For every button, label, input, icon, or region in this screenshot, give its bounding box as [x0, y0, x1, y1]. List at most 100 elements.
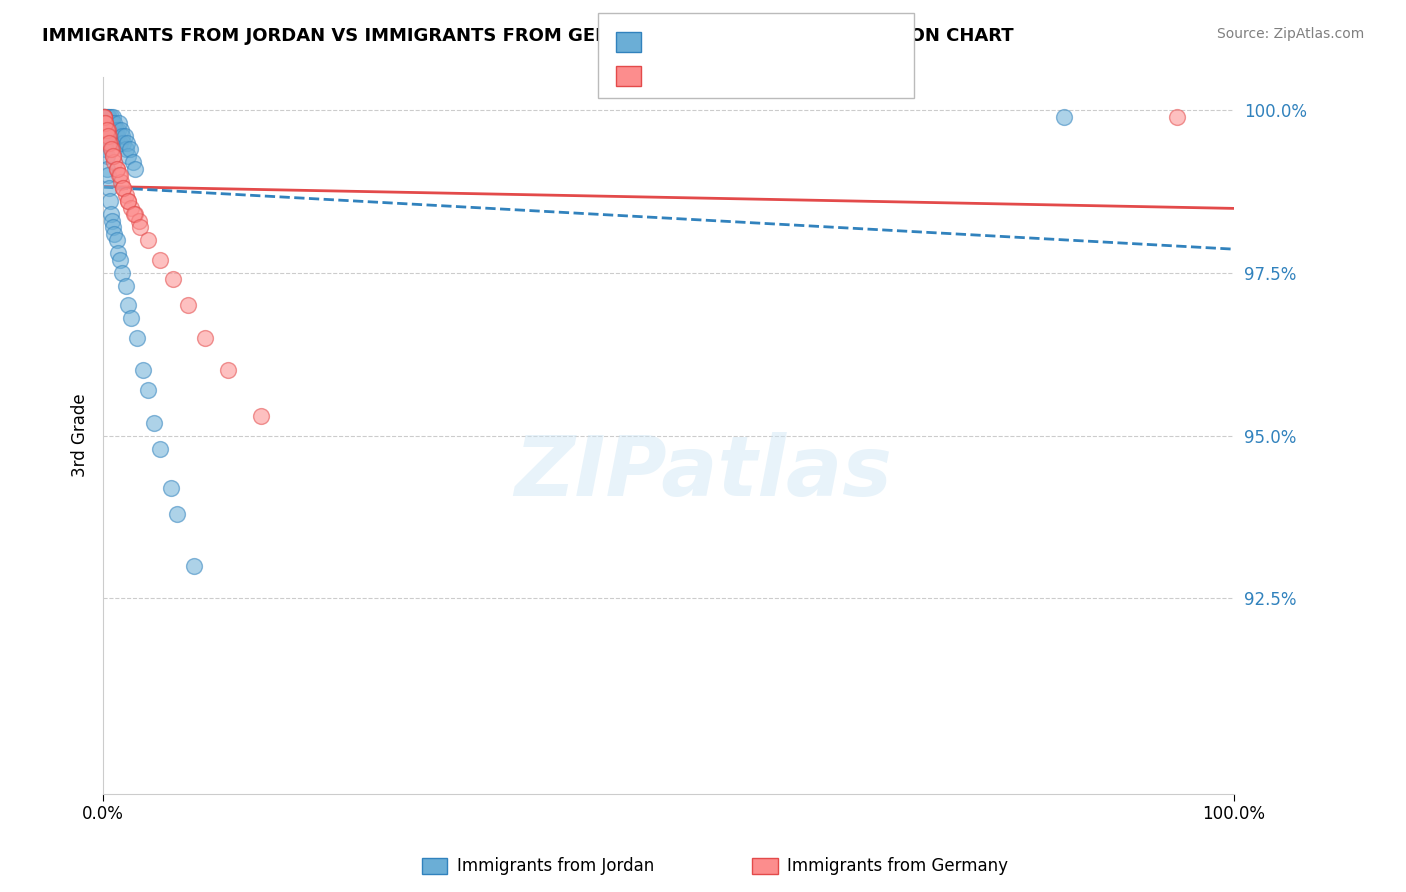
Point	[93, 110, 115, 124]
Point	[108, 136, 131, 150]
Point	[111, 266, 134, 280]
Point	[177, 298, 200, 312]
Point	[97, 110, 120, 124]
Point	[98, 194, 121, 209]
Point	[94, 122, 117, 136]
Point	[131, 363, 153, 377]
Point	[96, 116, 118, 130]
Point	[93, 116, 115, 130]
Point	[93, 110, 115, 124]
Point	[117, 298, 139, 312]
Point	[107, 122, 129, 136]
Point	[97, 168, 120, 182]
Point	[97, 122, 120, 136]
Point	[98, 129, 121, 144]
Point	[103, 129, 125, 144]
Point	[103, 116, 125, 130]
Point	[107, 246, 129, 260]
Point	[103, 110, 125, 124]
Point	[93, 110, 115, 124]
Point	[93, 122, 115, 136]
Point	[125, 331, 148, 345]
Point	[93, 116, 115, 130]
Text: Immigrants from Germany: Immigrants from Germany	[787, 857, 1008, 875]
Y-axis label: 3rd Grade: 3rd Grade	[72, 393, 89, 477]
Point	[183, 558, 205, 573]
Point	[94, 110, 117, 124]
Point	[93, 110, 115, 124]
Point	[98, 116, 121, 130]
Point	[97, 122, 120, 136]
Point	[114, 142, 136, 156]
Point	[96, 148, 118, 162]
Point	[96, 122, 118, 136]
Point	[108, 116, 131, 130]
Point	[94, 129, 117, 144]
Point	[93, 110, 115, 124]
Text: 41: 41	[808, 68, 834, 86]
Point	[104, 122, 127, 136]
Point	[96, 122, 118, 136]
Point	[124, 207, 146, 221]
Point	[120, 201, 142, 215]
Point	[101, 142, 124, 156]
Text: 71: 71	[808, 34, 834, 52]
Point	[94, 122, 117, 136]
Point	[103, 227, 125, 241]
Point	[108, 252, 131, 267]
Point	[112, 136, 135, 150]
Point	[114, 129, 136, 144]
Point	[117, 148, 139, 162]
Point	[105, 233, 128, 247]
Point	[166, 507, 188, 521]
Point	[103, 155, 125, 169]
Point	[138, 233, 160, 247]
Point	[93, 116, 115, 130]
Point	[97, 110, 120, 124]
Point	[103, 220, 125, 235]
Point	[112, 181, 135, 195]
Point	[96, 161, 118, 176]
Point	[94, 116, 117, 130]
Point	[94, 110, 117, 124]
Text: Immigrants from Jordan: Immigrants from Jordan	[457, 857, 654, 875]
Point	[100, 122, 122, 136]
Point	[111, 129, 134, 144]
Point	[124, 161, 146, 176]
Text: IMMIGRANTS FROM JORDAN VS IMMIGRANTS FROM GERMANY 3RD GRADE CORRELATION CHART: IMMIGRANTS FROM JORDAN VS IMMIGRANTS FRO…	[42, 27, 1014, 45]
Text: R =: R =	[650, 34, 689, 52]
Point	[110, 122, 132, 136]
Point	[94, 116, 117, 130]
Point	[97, 136, 120, 150]
Point	[1166, 110, 1188, 124]
Point	[94, 116, 117, 130]
Point	[97, 129, 120, 144]
Point	[108, 168, 131, 182]
Point	[138, 383, 160, 397]
Text: Source: ZipAtlas.com: Source: ZipAtlas.com	[1216, 27, 1364, 41]
Text: R =: R =	[650, 68, 689, 86]
Point	[114, 278, 136, 293]
Text: 0.114: 0.114	[689, 34, 752, 52]
Point	[97, 181, 120, 195]
Point	[114, 187, 136, 202]
Point	[97, 129, 120, 144]
Point	[105, 161, 128, 176]
Point	[217, 363, 239, 377]
Text: N =: N =	[755, 34, 807, 52]
Point	[120, 142, 142, 156]
Point	[93, 110, 115, 124]
Point	[103, 148, 125, 162]
Point	[129, 220, 152, 235]
Point	[121, 155, 143, 169]
Point	[101, 116, 124, 130]
Point	[96, 122, 118, 136]
Point	[149, 442, 172, 456]
Point	[250, 409, 273, 423]
Point	[149, 252, 172, 267]
Text: ZIPatlas: ZIPatlas	[515, 433, 891, 513]
Point	[122, 207, 145, 221]
Point	[115, 136, 138, 150]
Point	[105, 129, 128, 144]
Point	[143, 416, 166, 430]
